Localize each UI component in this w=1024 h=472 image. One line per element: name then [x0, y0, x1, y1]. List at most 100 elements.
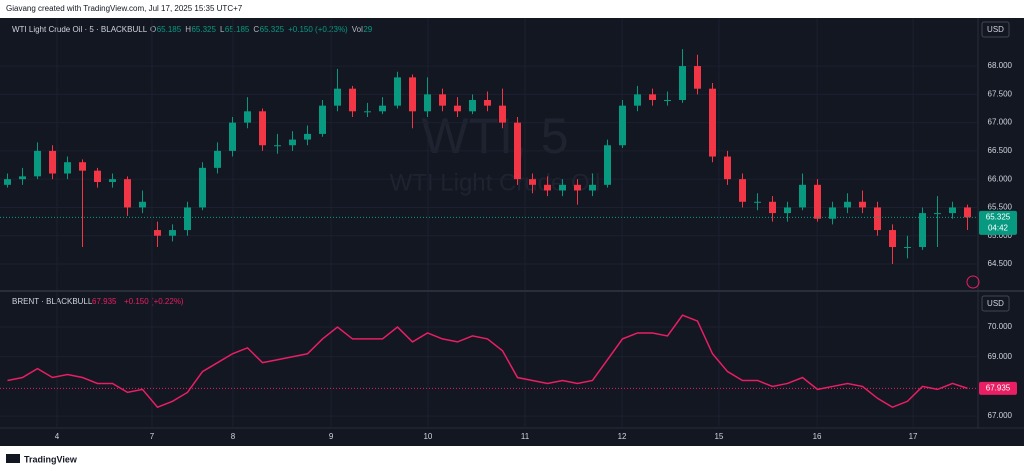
candle-body: [454, 105, 461, 112]
legend-l: 65.185: [225, 25, 250, 34]
x-tick-label: 16: [813, 432, 822, 441]
candle-body: [844, 201, 851, 208]
x-tick-label: 15: [714, 432, 723, 441]
x-tick-label: 12: [618, 432, 627, 441]
y-tick-label: 70.000: [988, 322, 1013, 331]
candle-body: [709, 88, 716, 157]
candle-body: [769, 201, 776, 214]
x-tick-label: 9: [329, 432, 334, 441]
candle-body: [199, 167, 206, 208]
last-price-tag: [979, 381, 1017, 395]
candle-body: [214, 150, 221, 168]
last-price-label: 65.325: [986, 212, 1011, 221]
candle-body: [94, 170, 101, 182]
legend-l-label: L: [220, 25, 225, 34]
watermark-sub: WTI Light Crude Oil: [390, 169, 601, 196]
candle-body: [604, 145, 611, 185]
countdown: 04:42: [988, 223, 1009, 232]
x-tick-label: 10: [423, 432, 432, 441]
brand: TradingView: [24, 454, 78, 464]
currency-button[interactable]: [981, 295, 1010, 312]
candle-body: [529, 179, 536, 185]
candle-body: [814, 184, 821, 219]
candle-body: [484, 99, 491, 106]
candle-body: [919, 213, 926, 248]
candle-body: [829, 207, 836, 219]
y-tick-label: 64.500: [988, 259, 1013, 268]
candle-body: [409, 77, 416, 112]
candle-body: [349, 88, 356, 112]
candle-body: [79, 162, 86, 171]
candle-body: [544, 184, 551, 191]
legend-o-label: O: [150, 25, 156, 34]
candle-body: [619, 105, 626, 146]
candle-body: [139, 201, 146, 208]
candle-body: [379, 105, 386, 112]
candle-body: [694, 66, 701, 89]
watermark: WTI, 5: [421, 108, 568, 164]
candle-body: [679, 66, 686, 100]
candle-body: [664, 99, 671, 101]
y-tick-label: 66.500: [988, 146, 1013, 155]
candle-body: [289, 139, 296, 146]
credit: Giavang created with TradingView.com, Ju…: [6, 4, 243, 13]
candle-body: [424, 94, 431, 112]
candle-body: [109, 179, 116, 182]
last-price-tag: [979, 210, 1017, 235]
candle-body: [274, 145, 281, 147]
candle-body: [19, 176, 26, 180]
candle-body: [34, 150, 41, 177]
candle-body: [964, 207, 971, 218]
candle-body: [904, 247, 911, 249]
last-value: 67.935: [92, 297, 117, 306]
change: +0.150 (+0.22%): [124, 297, 184, 306]
y-tick-label: 66.000: [988, 174, 1013, 183]
candle-body: [394, 77, 401, 106]
price-line: [7, 314, 968, 409]
candle-body: [124, 179, 131, 208]
candle-body: [169, 230, 176, 236]
last-price-label: 67.935: [986, 383, 1011, 392]
chart-bg: [0, 18, 1024, 446]
candle-body: [154, 230, 161, 236]
y-tick-label: 65.000: [988, 231, 1013, 240]
legend-c: 65.325: [260, 25, 285, 34]
legend-vol: 29: [363, 25, 372, 34]
candle-body: [634, 94, 641, 106]
candle-body: [889, 230, 896, 248]
alert-icon[interactable]: [966, 275, 980, 289]
legend-o: 65.185: [157, 25, 182, 34]
candle-body: [739, 179, 746, 202]
currency[interactable]: USD: [987, 25, 1004, 34]
logo: [6, 454, 20, 463]
candle-body: [49, 150, 56, 174]
candle-body: [859, 201, 866, 208]
candle-body: [724, 156, 731, 180]
symbol: BRENT · BLACKBULL: [12, 297, 93, 306]
candle-body: [184, 207, 191, 231]
candle-body: [304, 133, 311, 140]
candle-body: [319, 105, 326, 134]
candle-body: [514, 122, 521, 180]
symbol: WTI Light Crude Oil · 5 · BLACKBULL: [12, 25, 148, 34]
y-tick-label: 67.000: [988, 411, 1013, 420]
x-tick-label: 7: [150, 432, 155, 441]
currency[interactable]: USD: [987, 299, 1004, 308]
legend: WTI Light Crude Oil · 5 · BLACKBULL O 65.…: [12, 25, 373, 34]
candle-body: [64, 162, 71, 174]
candle-body: [559, 184, 566, 191]
currency-button[interactable]: [981, 21, 1010, 38]
candle-body: [799, 184, 806, 208]
x-tick-label: 17: [909, 432, 918, 441]
candle-body: [649, 94, 656, 100]
x-tick-label: 4: [55, 432, 60, 441]
candle-body: [439, 94, 446, 106]
legend-h-label: H: [185, 25, 191, 34]
candle-body: [949, 207, 956, 214]
candle-body: [934, 213, 941, 215]
y-tick-label: 68.000: [988, 61, 1013, 70]
candle-body: [469, 99, 476, 112]
candle-body: [334, 88, 341, 106]
y-tick-label: 65.500: [988, 203, 1013, 212]
